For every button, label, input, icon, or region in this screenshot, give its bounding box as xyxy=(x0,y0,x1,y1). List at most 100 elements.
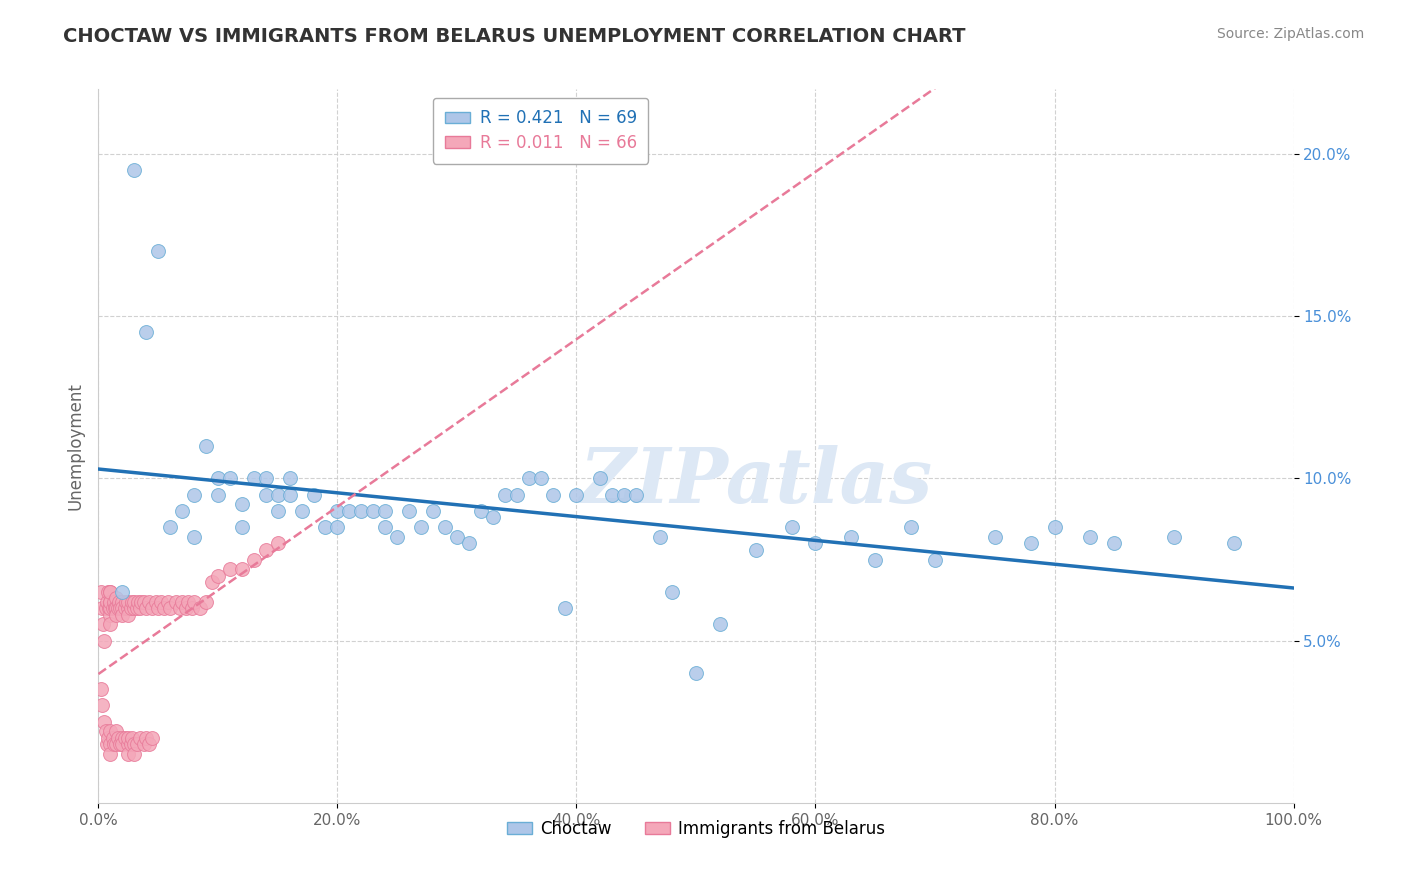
Point xyxy=(1223,536,1246,550)
Point xyxy=(565,488,588,502)
Point xyxy=(159,520,181,534)
Point xyxy=(148,244,170,259)
Point xyxy=(243,471,266,485)
Point xyxy=(165,595,187,609)
Point xyxy=(90,682,112,697)
Point xyxy=(865,552,887,566)
Point xyxy=(554,601,576,615)
Point xyxy=(120,601,142,615)
Point xyxy=(530,471,553,485)
Point xyxy=(195,595,218,609)
Point xyxy=(648,530,672,544)
Point xyxy=(103,738,125,752)
Point xyxy=(141,731,163,745)
Point xyxy=(108,738,131,752)
Point xyxy=(422,504,444,518)
Point xyxy=(111,601,134,615)
Point xyxy=(98,607,122,622)
Point xyxy=(90,585,112,599)
Point xyxy=(104,601,127,615)
Point xyxy=(149,595,172,609)
Point xyxy=(254,488,277,502)
Point xyxy=(291,504,314,518)
Point xyxy=(363,504,385,518)
Point xyxy=(108,601,131,615)
Point xyxy=(124,595,146,609)
Point xyxy=(124,738,146,752)
Text: CHOCTAW VS IMMIGRANTS FROM BELARUS UNEMPLOYMENT CORRELATION CHART: CHOCTAW VS IMMIGRANTS FROM BELARUS UNEMP… xyxy=(63,27,966,45)
Point xyxy=(114,601,136,615)
Point xyxy=(326,504,349,518)
Point xyxy=(156,595,179,609)
Point xyxy=(93,714,115,729)
Text: Source: ZipAtlas.com: Source: ZipAtlas.com xyxy=(1216,27,1364,41)
Point xyxy=(183,595,205,609)
Point xyxy=(278,488,301,502)
Point xyxy=(141,601,163,615)
Point xyxy=(117,601,139,615)
Point xyxy=(174,601,197,615)
Point xyxy=(541,488,564,502)
Point xyxy=(626,488,648,502)
Point xyxy=(207,568,229,582)
Point xyxy=(105,601,128,615)
Point xyxy=(107,601,129,615)
Point xyxy=(1043,520,1066,534)
Legend: Choctaw, Immigrants from Belarus: Choctaw, Immigrants from Belarus xyxy=(501,814,891,845)
Point xyxy=(125,601,148,615)
Point xyxy=(159,601,181,615)
Point xyxy=(201,575,224,590)
Point xyxy=(105,738,128,752)
Point xyxy=(96,738,118,752)
Point xyxy=(105,607,128,622)
Point xyxy=(506,488,529,502)
Point xyxy=(589,471,612,485)
Point xyxy=(470,504,492,518)
Point xyxy=(183,488,205,502)
Point xyxy=(91,617,114,632)
Point xyxy=(132,738,155,752)
Point xyxy=(121,595,143,609)
Point xyxy=(135,326,157,340)
Point xyxy=(302,488,325,502)
Point xyxy=(374,520,396,534)
Point xyxy=(685,666,707,681)
Point xyxy=(111,585,134,599)
Point xyxy=(254,542,277,557)
Point xyxy=(132,595,155,609)
Point xyxy=(434,520,457,534)
Point xyxy=(124,163,146,178)
Point xyxy=(326,520,349,534)
Point xyxy=(97,731,120,745)
Point xyxy=(125,738,148,752)
Point xyxy=(385,530,409,544)
Point xyxy=(267,504,290,518)
Point xyxy=(207,471,229,485)
Point xyxy=(98,617,122,632)
Point xyxy=(481,510,505,524)
Point xyxy=(243,552,266,566)
Point xyxy=(94,601,117,615)
Point xyxy=(111,607,134,622)
Point xyxy=(900,520,922,534)
Point xyxy=(138,738,160,752)
Point xyxy=(98,585,122,599)
Point xyxy=(1019,536,1042,550)
Point xyxy=(180,601,202,615)
Point xyxy=(804,536,827,550)
Point xyxy=(103,595,125,609)
Point xyxy=(98,747,122,761)
Point xyxy=(117,731,139,745)
Point xyxy=(1080,530,1102,544)
Point xyxy=(98,724,122,739)
Point xyxy=(97,585,120,599)
Point xyxy=(98,595,122,609)
Point xyxy=(350,504,373,518)
Point xyxy=(602,488,624,502)
Point xyxy=(117,738,139,752)
Point xyxy=(446,530,468,544)
Point xyxy=(101,731,124,745)
Point xyxy=(613,488,636,502)
Point xyxy=(169,601,191,615)
Point xyxy=(107,595,129,609)
